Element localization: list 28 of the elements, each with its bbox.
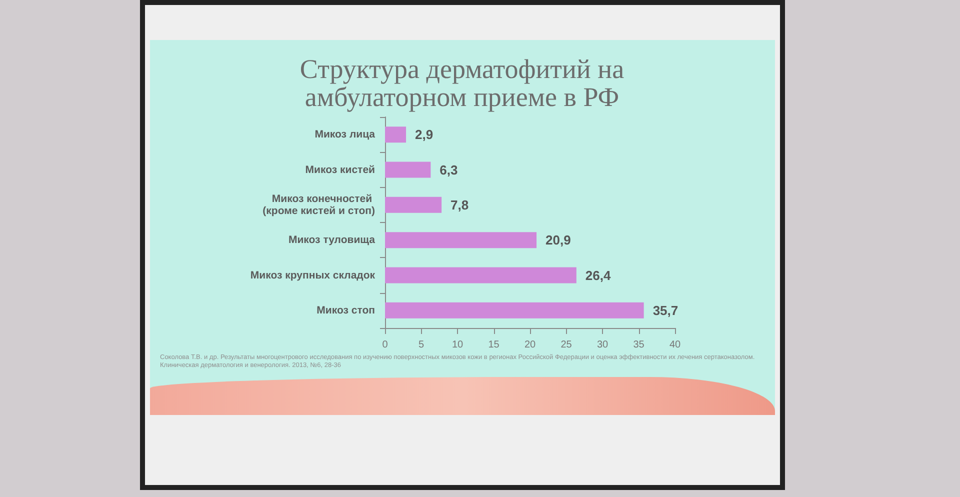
- y-tick-label: Микоз лица: [314, 128, 376, 141]
- x-tick-label: 15: [488, 340, 500, 350]
- data-label: 26,4: [585, 268, 612, 283]
- y-tick-label: Микоз туловища: [288, 234, 376, 246]
- y-tick-label: Микоз конечностей (кроме кистей и стоп): [262, 192, 375, 217]
- y-tick-label: Микоз стоп: [316, 304, 375, 316]
- bar: [385, 267, 576, 284]
- data-label: 20,9: [546, 232, 571, 248]
- x-tick-label: 5: [418, 340, 424, 350]
- y-tick-label: Микоз кистей: [305, 164, 375, 176]
- x-tick-label: 40: [669, 340, 681, 350]
- data-label: 7,8: [450, 197, 469, 212]
- x-tick-label: 25: [560, 340, 572, 350]
- data-label: 6,3: [440, 162, 458, 178]
- x-tick-label: 20: [524, 340, 536, 350]
- data-label: 35,7: [652, 302, 678, 318]
- x-tick-label: 30: [596, 340, 608, 350]
- data-label: 2,9: [415, 127, 434, 142]
- chart-title: Структура дерматофитий на амбулаторном приеме в РФ: [298, 54, 626, 112]
- bar: [385, 162, 431, 178]
- y-tick-label: Микоз крупных складок: [250, 269, 376, 282]
- bar: [385, 196, 442, 213]
- bar: [385, 302, 644, 318]
- x-tick-label: 0: [382, 340, 388, 350]
- x-tick-label: 35: [633, 340, 645, 350]
- bar: [385, 232, 537, 248]
- bar: [385, 126, 406, 143]
- x-tick-label: 10: [452, 340, 464, 350]
